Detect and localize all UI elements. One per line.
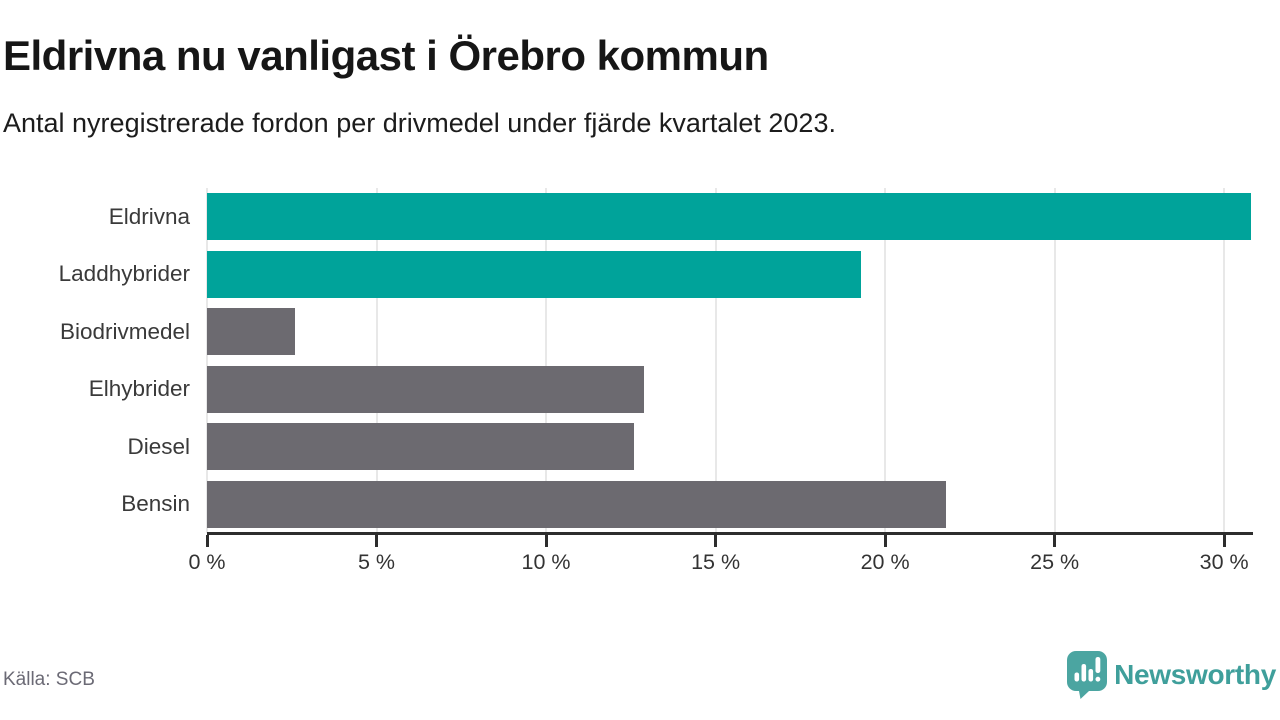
bar (207, 365, 645, 413)
x-axis-tick (375, 535, 379, 547)
x-axis-tick (1053, 535, 1057, 547)
x-axis-tick-label: 10 % (521, 550, 571, 574)
x-axis-tick (1222, 535, 1226, 547)
x-axis-tick-label: 25 % (1030, 550, 1080, 574)
bar (207, 250, 862, 298)
brand-logo: Newsworthy (1067, 651, 1276, 699)
x-axis-tick-label: 5 % (357, 550, 396, 574)
gridline (375, 188, 378, 533)
x-axis-tick (544, 535, 548, 547)
x-axis-tick (205, 535, 209, 547)
gridline (1223, 188, 1226, 533)
bar (207, 423, 635, 471)
category-label: Diesel (127, 433, 190, 459)
x-axis-tick (714, 535, 718, 547)
gridline (714, 188, 717, 533)
source-note: Källa: SCB (3, 669, 95, 690)
category-label: Elhybrider (88, 376, 190, 402)
page-title: Eldrivna nu vanligast i Örebro kommun (3, 32, 769, 79)
gridline (884, 188, 887, 533)
bar (207, 480, 947, 528)
x-axis-tick-label: 30 % (1199, 550, 1249, 574)
y-axis-category-labels: Eldrivna Laddhybrider Biodrivmedel Elhybrid… (0, 188, 207, 533)
bar (207, 193, 1252, 241)
bar (207, 308, 296, 356)
x-axis-line (207, 532, 1253, 535)
x-axis-tick-label: 15 % (691, 550, 741, 574)
x-axis-tick-label: 0 % (188, 550, 226, 574)
newsworthy-bubble-chart-icon (1067, 651, 1108, 699)
x-axis-tick-label: 20 % (860, 550, 910, 574)
x-axis-tick (883, 535, 887, 547)
page-subtitle: Antal nyregistrerade fordon per drivmede… (3, 108, 836, 138)
category-label: Bensin (121, 491, 190, 517)
brand-wordmark: Newsworthy (1114, 659, 1276, 690)
gridline (1053, 188, 1056, 533)
gridline (545, 188, 548, 533)
category-label: Biodrivmedel (59, 318, 190, 344)
plot-area: 0 % 5 % 10 % 15 % 20 % 25 % 30 % (188, 188, 1253, 574)
category-label: Laddhybrider (58, 261, 190, 287)
gridline (206, 188, 208, 533)
category-label: Eldrivna (108, 203, 190, 229)
